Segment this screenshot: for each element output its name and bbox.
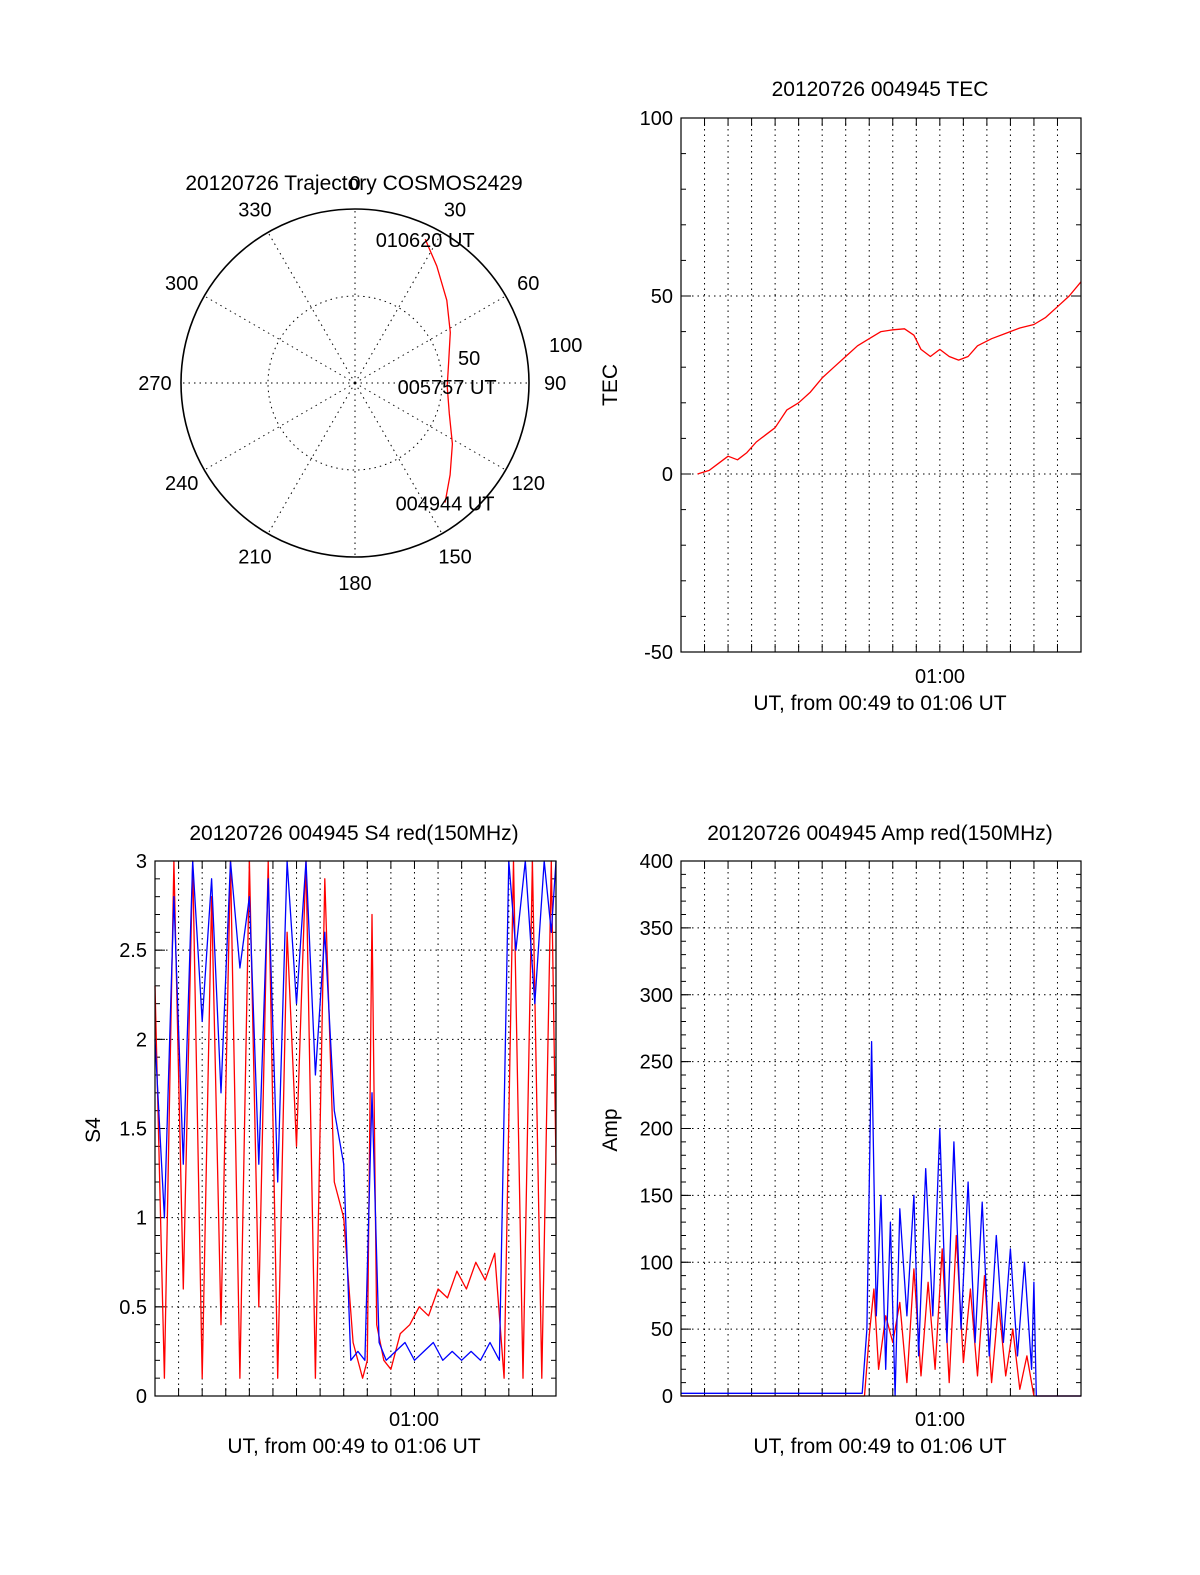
polar-angle-label: 180 [338,573,371,595]
polar-title: 20120726 Trajectory COSMOS2429 [185,172,522,195]
polar-spoke [354,232,443,384]
polar-spoke [204,382,356,471]
amp-y-tick-label: 300 [640,985,673,1007]
polar-spoke [267,382,356,534]
tec-title: 20120726 004945 TEC [772,78,989,101]
polar-angle-label: 120 [512,473,545,495]
polar-spoke [354,295,506,384]
amp-y-tick-labels: 0 50 100 150 200 250 300 350 400 [640,851,673,1408]
polar-angle-label: 330 [238,200,271,222]
amp-y-tick-label: 350 [640,918,673,940]
polar-radial-tick-labels: 50 100 [458,335,582,370]
tec-y-tick-label: -50 [644,642,673,664]
polar-angle-label: 300 [165,273,198,295]
s4-y-tick-label: 1 [136,1208,147,1230]
amp-y-tick-label: 200 [640,1119,673,1141]
amp-grid [681,860,1081,1397]
s4-x-tick-label: 01:00 [389,1409,439,1431]
polar-angle-label: 150 [438,546,471,568]
polar-radial-tick-label: 50 [458,348,480,370]
polar-point-label: 005757 UT [398,377,497,399]
polar-grid [181,209,529,557]
polar-point-label: 004944 UT [396,494,495,516]
polar-trajectory-panel: 20120726 Trajectory COSMOS2429 0 30 60 90 12… [138,172,582,595]
tec-y-tick-labels: -50 0 50 100 [640,108,673,664]
polar-point-label: 010620 UT [376,230,475,252]
s4-y-axis-label: S4 [82,1117,105,1143]
tec-plot-frame [680,117,1082,653]
s4-x-axis-label: UT, from 00:49 to 01:06 UT [227,1435,480,1458]
polar-angle-label: 210 [238,546,271,568]
s4-y-tick-label: 1.5 [119,1119,147,1141]
tec-series-0-line [697,281,1082,475]
tec-series [697,281,1082,475]
s4-series-1-line [154,860,557,1361]
s4-grid [155,860,556,1397]
polar-point-labels: 010620 UT 005757 UT 004944 UT [376,230,497,515]
polar-outer-circle [180,208,530,558]
s4-y-tick-labels: 0 0.5 1 1.5 2 2.5 3 [119,851,147,1408]
s4-y-tick-label: 2 [136,1029,147,1051]
polar-spoke [354,382,443,534]
polar-angle-labels: 0 30 60 90 120 150 180 210 240 270 300 330 [138,173,566,595]
polar-radial-tick-label: 100 [549,335,582,357]
s4-y-tick-label: 0.5 [119,1297,147,1319]
amp-title: 20120726 004945 Amp red(150MHz) [707,822,1053,845]
s4-series-0-line [154,860,557,1379]
tec-grid [681,117,1081,653]
polar-angle-label: 240 [165,473,198,495]
polar-trajectory [424,238,454,503]
amp-series-1-line [681,1040,1081,1397]
amp-y-tick-label: 250 [640,1052,673,1074]
polar-angle-label: 30 [444,200,466,222]
s4-y-tick-label: 0 [136,1386,147,1408]
polar-spoke [354,382,506,471]
amp-y-tick-label: 50 [651,1319,673,1341]
polar-angle-label: 0 [349,173,360,195]
tec-y-tick-label: 50 [651,286,673,308]
s4-series [154,860,557,1379]
polar-angle-label: 60 [517,273,539,295]
s4-panel: 20120726 004945 S4 red(150MHz) 0 0.5 1 1.5 2… [82,822,557,1458]
tec-panel: 20120726 004945 TEC -50 0 50 100 01:00 UT, … [599,78,1082,715]
s4-y-tick-label: 2.5 [119,940,147,962]
amp-x-tick-label: 01:00 [915,1409,965,1431]
polar-ring-50 [267,295,443,471]
amp-y-tick-label: 0 [662,1386,673,1408]
s4-title: 20120726 004945 S4 red(150MHz) [189,822,518,845]
amp-y-tick-label: 150 [640,1185,673,1207]
amp-y-axis-label: Amp [599,1108,622,1151]
polar-spoke [204,295,356,384]
amp-panel: 20120726 004945 Amp red(150MHz) 0 50 100 15… [599,822,1082,1458]
amp-plot-frame [680,860,1082,1397]
amp-y-tick-label: 400 [640,851,673,873]
tec-y-tick-label: 0 [662,464,673,486]
tec-x-tick-label: 01:00 [915,666,965,688]
amp-series-0-line [681,1234,1081,1397]
tec-y-tick-label: 100 [640,108,673,130]
polar-trajectory-line [424,238,454,503]
amp-series [681,1040,1081,1397]
amp-x-axis-label: UT, from 00:49 to 01:06 UT [753,1435,1006,1458]
amp-y-tick-label: 100 [640,1252,673,1274]
tec-y-axis-label: TEC [599,364,622,406]
s4-plot-frame [154,860,557,1397]
polar-spoke [267,232,356,384]
polar-angle-label: 90 [544,373,566,395]
tec-x-axis-label: UT, from 00:49 to 01:06 UT [753,692,1006,715]
polar-angle-label: 270 [138,373,171,395]
s4-y-tick-label: 3 [136,851,147,873]
